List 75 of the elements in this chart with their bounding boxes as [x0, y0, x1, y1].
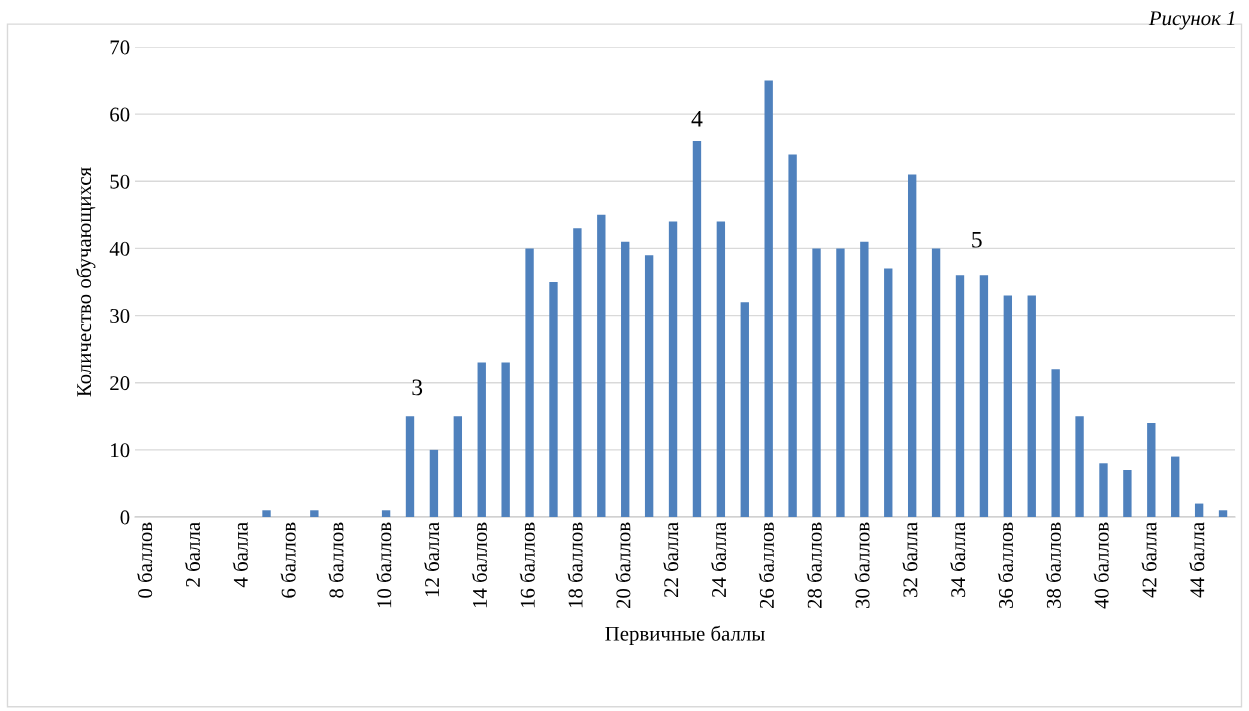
bar	[979, 275, 989, 517]
x-tick-label: 18 баллов	[567, 522, 583, 608]
y-tick-label: 60	[110, 107, 130, 122]
y-tick-label: 70	[110, 40, 130, 55]
x-tick-label: 0 баллов	[137, 522, 153, 598]
x-tick-label: 36 баллов	[997, 522, 1014, 608]
bar	[310, 510, 319, 517]
y-tick-label: 10	[111, 443, 130, 458]
x-tick-label: 28 баллов	[806, 522, 822, 609]
annotation: 5	[972, 231, 982, 248]
bar	[716, 221, 726, 517]
y-tick-label: 0	[120, 510, 130, 525]
bar	[764, 80, 773, 517]
y-tick-label: 50	[110, 174, 130, 189]
x-tick-label: 30 баллов	[854, 522, 870, 608]
bar	[597, 214, 606, 517]
bar	[1075, 416, 1084, 517]
bar	[1147, 423, 1156, 517]
bar	[1027, 295, 1036, 517]
bar	[525, 248, 534, 517]
text: Рисунок 1	[1148, 11, 1235, 30]
bar	[573, 228, 582, 517]
x-axis-title: Первичные баллы	[605, 625, 765, 645]
y-axis-title: Количество обучающихся	[76, 167, 96, 397]
bar	[381, 510, 391, 517]
x-tick-label: 16 баллов	[519, 522, 535, 608]
bar	[955, 275, 965, 517]
annotation: 3	[412, 379, 423, 396]
bar	[477, 362, 486, 517]
y-tick-label: 20	[110, 376, 130, 391]
x-tick-label: 22 балла	[663, 522, 679, 598]
x-tick-label: 42 балла	[1141, 522, 1157, 598]
bar	[931, 248, 941, 517]
bar	[1123, 470, 1132, 517]
x-tick-label: 6 баллов	[280, 522, 296, 598]
x-tick-label: 4 балла	[232, 522, 248, 588]
x-tick-label: 32 балла	[902, 522, 918, 597]
bar	[429, 449, 439, 517]
bar	[453, 416, 463, 517]
x-tick-label: 38 баллов	[1045, 522, 1061, 608]
bar	[1051, 369, 1060, 517]
x-tick-label: 26 баллов	[758, 522, 774, 609]
x-tick-label: 20 баллов	[615, 522, 631, 609]
bar	[812, 248, 821, 517]
bar	[668, 221, 678, 517]
bar	[501, 362, 510, 517]
bar	[740, 302, 749, 517]
bar	[262, 510, 271, 517]
bar	[405, 416, 415, 517]
x-tick-label: 34 балла	[950, 522, 966, 597]
bar	[1171, 456, 1180, 517]
bar	[1099, 463, 1108, 517]
bar	[907, 174, 917, 517]
bar	[1194, 503, 1204, 517]
x-tick-label: 24 балла	[710, 522, 727, 598]
x-tick-label: 10 баллов	[376, 522, 392, 608]
annotation: 4	[691, 110, 703, 127]
bar	[549, 282, 558, 517]
bar	[1218, 510, 1228, 517]
bar	[884, 268, 893, 517]
bar	[788, 154, 797, 517]
bar	[1003, 295, 1013, 517]
x-tick-label: 14 баллов	[471, 522, 487, 608]
y-tick-label: 30	[110, 308, 130, 323]
x-tick-label: 40 баллов	[1093, 522, 1109, 609]
x-tick-label: 8 баллов	[328, 522, 344, 598]
bar	[836, 248, 845, 517]
x-tick-label: 2 балла	[184, 522, 200, 587]
x-tick-label: 44 балла	[1189, 522, 1205, 598]
y-tick-label: 40	[109, 241, 130, 256]
bar	[860, 241, 869, 517]
bar	[621, 241, 630, 517]
x-tick-label: 12 балла	[424, 522, 440, 597]
bar	[644, 255, 654, 517]
bar	[692, 141, 702, 517]
